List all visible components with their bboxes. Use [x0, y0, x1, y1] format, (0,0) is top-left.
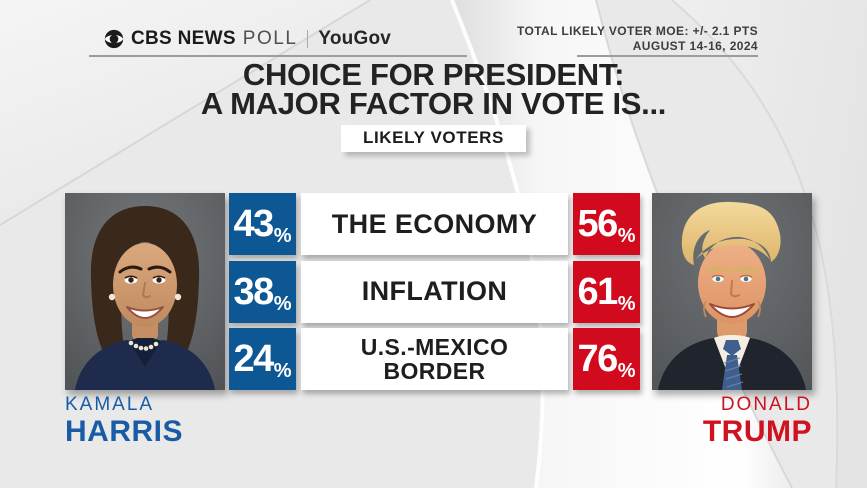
- page-title-line2: A MAJOR FACTOR IN VOTE IS...: [200, 86, 667, 121]
- percent-sign: %: [617, 360, 636, 382]
- title-block: CHOICE FOR PRESIDENT: A MAJOR FACTOR IN …: [0, 57, 867, 152]
- harris-score-inflation: 38%: [229, 260, 296, 323]
- issue-inflation: INFLATION: [301, 260, 568, 323]
- likely-voters-badge: LIKELY VOTERS: [340, 125, 526, 152]
- moe-line1: TOTAL LIKELY VOTER MOE: +/- 2.1 PTS: [516, 24, 758, 38]
- harris-score-economy: 43%: [229, 193, 296, 255]
- poll-grid: 43% THE ECONOMY 56% 38% INFLATION 61% 24…: [229, 193, 640, 390]
- harris-border-value: 24: [233, 338, 274, 380]
- kamala-harris-portrait: [65, 193, 225, 390]
- trump-border-value: 76: [577, 338, 618, 380]
- brand-poll: POLL: [242, 28, 298, 49]
- trump-hair: [681, 201, 781, 265]
- trump-score-inflation: 61%: [573, 260, 640, 323]
- moe-note: TOTAL LIKELY VOTER MOE: +/- 2.1 PTS AUGU…: [470, 24, 758, 54]
- harris-first-name: KAMALA: [65, 394, 155, 415]
- issue-border-label: U.S.-MEXICO BORDER: [360, 334, 509, 384]
- trump-score-border: 76%: [573, 328, 640, 390]
- percent-sign: %: [273, 225, 292, 247]
- brand-underline: [89, 55, 467, 57]
- moe-underline: [577, 55, 758, 57]
- trump-economy-value: 56: [577, 203, 618, 245]
- brand-yougov: YouGov: [318, 28, 392, 49]
- issue-economy: THE ECONOMY: [301, 193, 568, 255]
- brand-lockup: CBS NEWS POLL YouGov: [104, 28, 391, 50]
- harris-name-label: KAMALA HARRIS: [65, 395, 183, 447]
- page-title-line1: CHOICE FOR PRESIDENT:: [242, 57, 625, 92]
- trump-name-label: DONALD TRUMP: [703, 395, 812, 447]
- percent-sign: %: [617, 292, 636, 315]
- moe-line2: AUGUST 14-16, 2024: [632, 39, 758, 53]
- harris-last-name: HARRIS: [65, 415, 184, 448]
- harris-economy-value: 43: [233, 203, 274, 245]
- harris-score-border: 24%: [229, 328, 296, 390]
- harris-inflation-value: 38: [233, 270, 274, 313]
- brand-cbs-news: CBS NEWS: [131, 28, 236, 49]
- brand-divider: [307, 30, 309, 48]
- issue-economy-label: THE ECONOMY: [331, 208, 538, 239]
- percent-sign: %: [273, 292, 292, 315]
- issue-inflation-label: INFLATION: [361, 276, 508, 306]
- donald-trump-portrait: [652, 193, 812, 390]
- trump-last-name: TRUMP: [702, 415, 812, 448]
- percent-sign: %: [273, 360, 292, 382]
- cbs-eye-icon: [104, 29, 124, 49]
- percent-sign: %: [617, 225, 636, 247]
- trump-first-name: DONALD: [720, 394, 812, 415]
- trump-inflation-value: 61: [577, 270, 618, 313]
- trump-score-economy: 56%: [573, 193, 640, 255]
- issue-border: U.S.-MEXICO BORDER: [301, 328, 568, 390]
